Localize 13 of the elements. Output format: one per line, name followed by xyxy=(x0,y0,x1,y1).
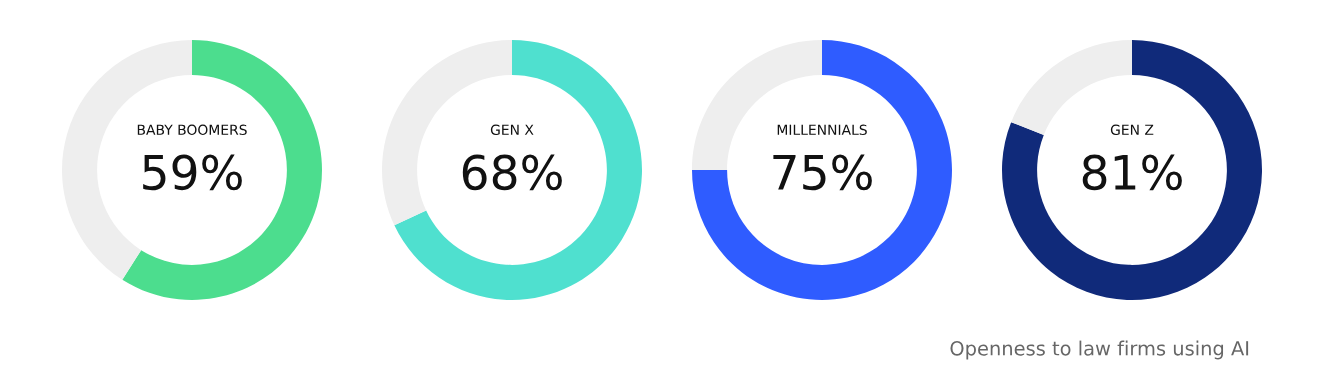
text: MILLENNIALS xyxy=(777,124,867,136)
text: GEN X xyxy=(490,124,534,136)
donut-slice xyxy=(692,40,952,300)
data-label: 75% xyxy=(773,154,872,191)
text: Openness to law firms using AI xyxy=(950,340,1249,360)
data-label: 59% xyxy=(143,154,242,191)
donut-slice xyxy=(122,40,322,300)
data-label: 81% xyxy=(1082,154,1182,191)
donut-slice xyxy=(394,40,642,300)
donut-slice xyxy=(1002,40,1262,300)
text: GEN Z xyxy=(1110,124,1154,136)
data-label: 68% xyxy=(462,154,562,191)
text: BABY BOOMERS xyxy=(137,124,247,136)
